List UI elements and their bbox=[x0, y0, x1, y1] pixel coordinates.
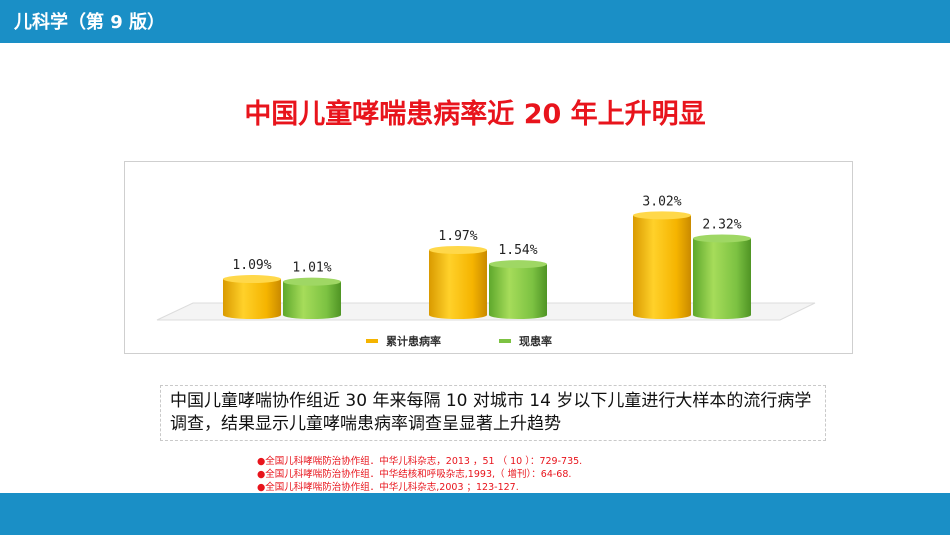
bar-chart: 1.09% 1.97% 3.02% 1.01% 1.54% 2.32% 累计患病率 现患率 bbox=[156, 194, 816, 348]
legend-label-series-1: 累计患病率 bbox=[386, 334, 441, 348]
data-label-1-2: 1.97% bbox=[438, 229, 477, 244]
reference-item: ●全国儿科哮喘防治协作组．中华儿科杂志，2013 ，51 （ 10 ）：729-… bbox=[257, 456, 583, 467]
reference-item: ●全国儿科哮喘防治协作组．中华结核和呼吸杂志,1993,（ 增刊）：64-68. bbox=[257, 469, 572, 480]
footer-bar bbox=[0, 493, 950, 535]
description-text: 中国儿童哮喘协作组近 30 年来每隔 10 对城市 14 岁以下儿童进行大样本的… bbox=[170, 391, 812, 434]
data-label-1-1: 1.09% bbox=[232, 258, 271, 273]
reference-item: ●全国儿科哮喘防治协作组．中华儿科杂志,2003 ；123-127. bbox=[257, 482, 519, 493]
chart-frame: 1.09% 1.97% 3.02% 1.01% 1.54% 2.32% 累计患病率 现患率 bbox=[124, 161, 853, 354]
bar-2-1 bbox=[283, 277, 341, 319]
references: ●全国儿科哮喘防治协作组．中华儿科杂志，2013 ，51 （ 10 ）：729-… bbox=[257, 455, 857, 494]
data-label-2-3: 2.32% bbox=[702, 217, 741, 232]
slide-title: 中国儿童哮喘患病率近 20 年上升明显 bbox=[244, 99, 706, 130]
header-title: 儿科学（第 9 版） bbox=[14, 12, 166, 33]
description-box: 中国儿童哮喘协作组近 30 年来每隔 10 对城市 14 岁以下儿童进行大样本的… bbox=[160, 385, 826, 441]
bar-1-2 bbox=[429, 245, 487, 319]
legend-swatch-series-1 bbox=[366, 339, 378, 343]
bar-1-3 bbox=[633, 211, 691, 319]
bar-2-2 bbox=[489, 260, 547, 319]
legend: 累计患病率 现患率 bbox=[366, 334, 552, 348]
legend-label-series-2: 现患率 bbox=[519, 334, 552, 348]
legend-swatch-series-2 bbox=[499, 339, 511, 343]
data-label-2-1: 1.01% bbox=[292, 261, 331, 276]
data-label-2-2: 1.54% bbox=[498, 243, 537, 258]
header-bar: 儿科学（第 9 版） bbox=[0, 0, 950, 43]
bar-2-3 bbox=[693, 234, 751, 319]
data-label-1-3: 3.02% bbox=[642, 194, 681, 209]
bar-1-1 bbox=[223, 275, 281, 319]
